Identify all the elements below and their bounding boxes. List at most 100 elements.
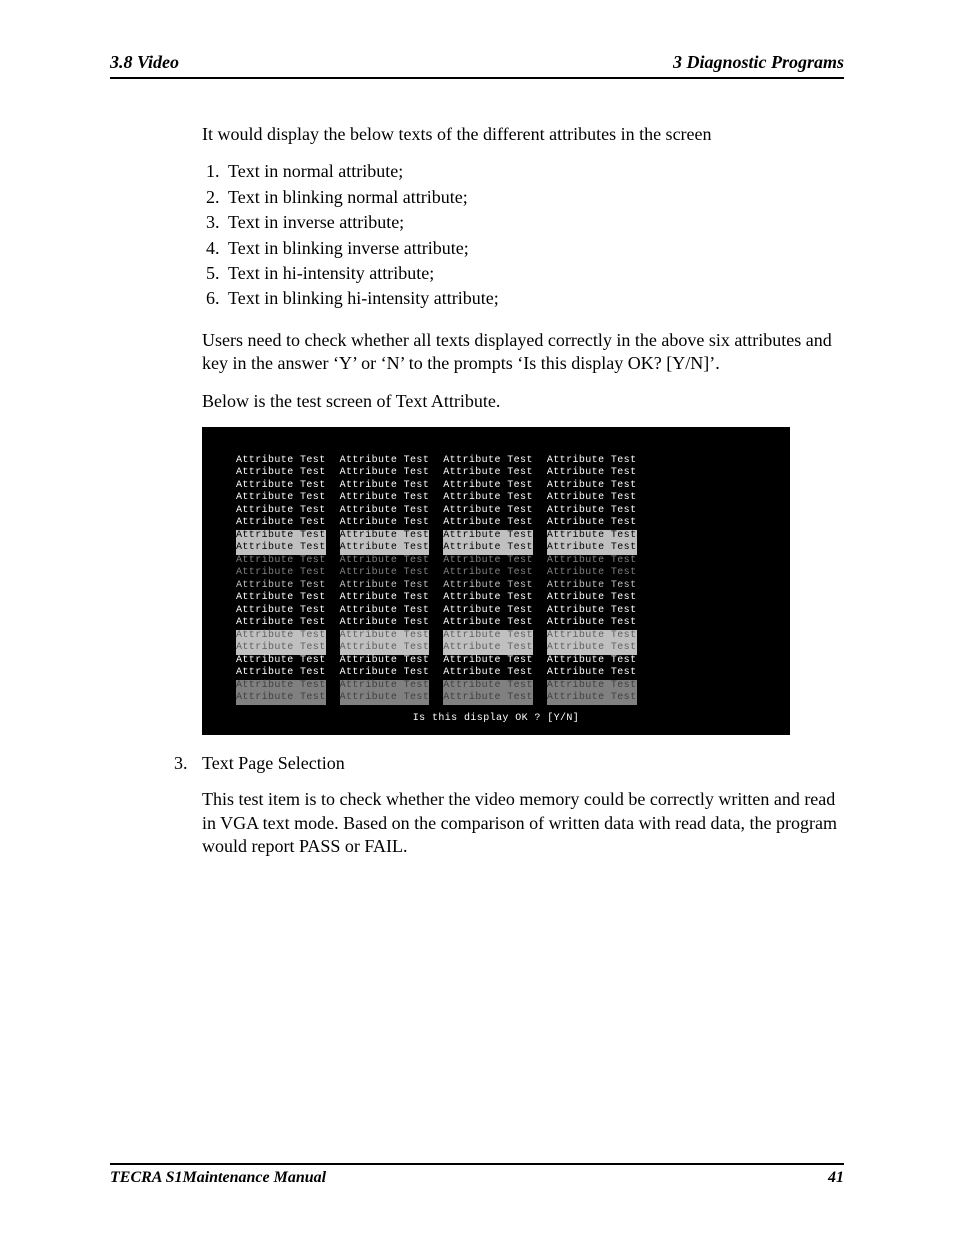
screen-cell: Attribute Test: [443, 692, 533, 705]
screen-cell: Attribute Test: [443, 555, 533, 568]
screen-cell: Attribute Test: [340, 492, 430, 505]
screen-cell: Attribute Test: [547, 467, 637, 480]
screen-cell: Attribute Test: [236, 467, 326, 480]
attribute-list-item: Text in inverse attribute;: [224, 211, 844, 234]
screen-cell: Attribute Test: [547, 655, 637, 668]
screen-cell: Attribute Test: [236, 567, 326, 580]
screen-cell: Attribute Test: [236, 642, 326, 655]
screen-row: Attribute Test Attribute Test Attribute Te…: [236, 492, 756, 505]
attribute-list-item: Text in blinking inverse attribute;: [224, 237, 844, 260]
screen-cell: Attribute Test: [443, 567, 533, 580]
screen-cell: Attribute Test: [443, 617, 533, 630]
screen-row: Attribute Test Attribute Test Attribute Te…: [236, 555, 756, 568]
section-3-paragraph: This test item is to check whether the v…: [202, 788, 844, 858]
page-header: 3.8 Video 3 Diagnostic Programs: [110, 52, 844, 79]
screen-cell: Attribute Test: [443, 580, 533, 593]
check-paragraph: Users need to check whether all texts di…: [202, 329, 844, 376]
screen-cell: Attribute Test: [340, 580, 430, 593]
screen-cell: Attribute Test: [443, 530, 533, 543]
screen-cell: Attribute Test: [236, 680, 326, 693]
screen-cell: Attribute Test: [443, 605, 533, 618]
attribute-list-item: Text in blinking normal attribute;: [224, 186, 844, 209]
screen-cell: Attribute Test: [340, 567, 430, 580]
screen-cell: Attribute Test: [340, 680, 430, 693]
screen-row: Attribute Test Attribute Test Attribute Te…: [236, 580, 756, 593]
screen-cell: Attribute Test: [443, 630, 533, 643]
header-left: 3.8 Video: [110, 52, 179, 73]
screen-cell: Attribute Test: [340, 467, 430, 480]
attribute-list: Text in normal attribute;Text in blinkin…: [202, 160, 844, 310]
below-paragraph: Below is the test screen of Text Attribu…: [202, 390, 844, 413]
screen-cell: Attribute Test: [443, 655, 533, 668]
screen-cell: Attribute Test: [443, 492, 533, 505]
screen-cell: Attribute Test: [443, 505, 533, 518]
section-3-heading: 3. Text Page Selection: [110, 753, 844, 774]
screen-cell: Attribute Test: [443, 517, 533, 530]
screen-cell: Attribute Test: [547, 480, 637, 493]
screen-row: Attribute Test Attribute Test Attribute Te…: [236, 505, 756, 518]
screen-row: Attribute Test Attribute Test Attribute Te…: [236, 480, 756, 493]
screen-cell: Attribute Test: [340, 455, 430, 468]
screen-cell: Attribute Test: [547, 492, 637, 505]
screen-cell: Attribute Test: [547, 580, 637, 593]
test-screen-container: Attribute TestAttribute TestAttribute Te…: [202, 427, 844, 736]
attribute-list-item: Text in blinking hi-intensity attribute;: [224, 287, 844, 310]
screen-cell: Attribute Test: [340, 592, 430, 605]
screen-cell: Attribute Test: [443, 542, 533, 555]
screen-row: Attribute TestAttribute TestAttribute Te…: [236, 617, 756, 630]
screen-cell: Attribute Test: [236, 630, 326, 643]
page-footer: TECRA S1Maintenance Manual 41: [110, 1163, 844, 1187]
screen-cell: Attribute Test: [443, 667, 533, 680]
screen-cell: Attribute Test: [547, 567, 637, 580]
screen-cell: Attribute Test: [340, 642, 430, 655]
header-right: 3 Diagnostic Programs: [673, 52, 844, 73]
screen-cell: Attribute Test: [340, 630, 430, 643]
section-3-body: This test item is to check whether the v…: [202, 788, 844, 858]
screen-cell: Attribute Test: [236, 692, 326, 705]
screen-cell: Attribute Test: [443, 467, 533, 480]
screen-row: Attribute Test Attribute Test Attribute Te…: [236, 567, 756, 580]
screen-row: Attribute Test Attribute Test Attribute Te…: [236, 605, 756, 618]
screen-cell: Attribute Test: [443, 592, 533, 605]
screen-cell: Attribute Test: [340, 530, 430, 543]
section-number: 3.: [174, 753, 202, 774]
screen-cell: Attribute Test: [547, 505, 637, 518]
screen-row: Attribute Test Attribute Test Attribute Te…: [236, 517, 756, 530]
screen-row: Attribute TestAttribute TestAttribute Te…: [236, 667, 756, 680]
footer-right: 41: [828, 1169, 844, 1187]
screen-cell: Attribute Test: [236, 555, 326, 568]
screen-row: Attribute Test Attribute Test Attribute Te…: [236, 680, 756, 693]
section-title: Text Page Selection: [202, 753, 345, 774]
screen-cell: Attribute Test: [547, 592, 637, 605]
screen-cell: Attribute Test: [547, 630, 637, 643]
attribute-list-item: Text in hi-intensity attribute;: [224, 262, 844, 285]
screen-row: Attribute Test Attribute Test Attribute Te…: [236, 467, 756, 480]
body-content: It would display the below texts of the …: [202, 123, 844, 735]
text-attribute-test-screen: Attribute TestAttribute TestAttribute Te…: [202, 427, 790, 736]
screen-row: Attribute Test Attribute Test Attribute Te…: [236, 542, 756, 555]
screen-cell: Attribute Test: [236, 517, 326, 530]
screen-cell: Attribute Test: [443, 680, 533, 693]
screen-cell: Attribute Test: [236, 592, 326, 605]
screen-cell: Attribute Test: [340, 505, 430, 518]
screen-cell: Attribute Test: [443, 455, 533, 468]
screen-cell: Attribute Test: [340, 542, 430, 555]
screen-cell: Attribute Test: [547, 455, 637, 468]
screen-cell: Attribute Test: [547, 542, 637, 555]
screen-cell: Attribute Test: [547, 605, 637, 618]
screen-cell: Attribute Test: [236, 480, 326, 493]
screen-cell: Attribute Test: [547, 517, 637, 530]
screen-cell: Attribute Test: [340, 655, 430, 668]
screen-cell: Attribute Test: [547, 692, 637, 705]
screen-cell: Attribute Test: [236, 542, 326, 555]
screen-cell: Attribute Test: [236, 655, 326, 668]
screen-cell: Attribute Test: [236, 605, 326, 618]
page: 3.8 Video 3 Diagnostic Programs It would…: [0, 0, 954, 1235]
screen-row: Attribute TestAttribute TestAttribute Te…: [236, 530, 756, 543]
intro-paragraph: It would display the below texts of the …: [202, 123, 844, 146]
screen-cell: Attribute Test: [340, 555, 430, 568]
screen-cell: Attribute Test: [340, 605, 430, 618]
screen-cell: Attribute Test: [236, 667, 326, 680]
screen-prompt: Is this display OK ? [Y/N]: [236, 713, 756, 726]
screen-cell: Attribute Test: [443, 480, 533, 493]
